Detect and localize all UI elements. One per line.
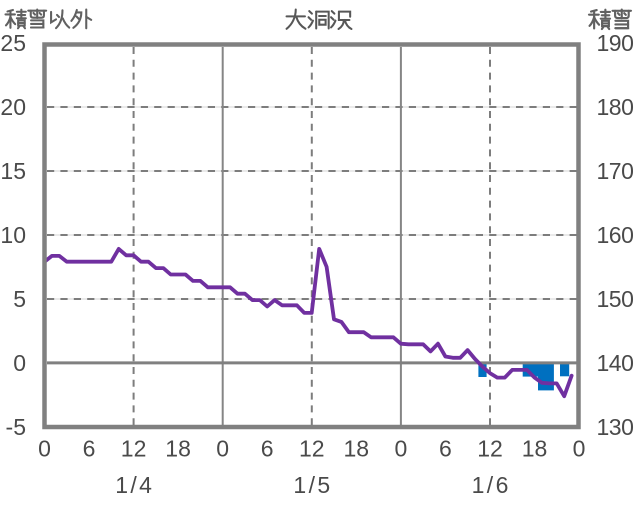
svg-text:20: 20 [0, 94, 26, 120]
svg-text:12: 12 [477, 436, 503, 462]
svg-text:12: 12 [299, 436, 325, 462]
svg-text:150: 150 [597, 286, 634, 312]
svg-text:5: 5 [13, 286, 26, 312]
svg-text:0: 0 [13, 350, 26, 376]
svg-text:18: 18 [165, 436, 191, 462]
svg-text:0: 0 [216, 436, 229, 462]
svg-text:180: 180 [597, 94, 634, 120]
svg-text:-5: -5 [6, 414, 26, 440]
svg-text:10: 10 [0, 222, 26, 248]
svg-text:0: 0 [38, 436, 51, 462]
svg-text:1/5: 1/5 [293, 472, 332, 498]
svg-text:190: 190 [597, 30, 634, 56]
svg-text:170: 170 [597, 158, 634, 184]
svg-text:6: 6 [83, 436, 96, 462]
svg-text:25: 25 [0, 30, 26, 56]
svg-text:15: 15 [0, 158, 26, 184]
svg-text:0: 0 [395, 436, 408, 462]
svg-text:1/4: 1/4 [115, 472, 154, 498]
svg-text:0: 0 [573, 436, 586, 462]
svg-text:18: 18 [344, 436, 370, 462]
svg-text:160: 160 [597, 222, 634, 248]
svg-text:130: 130 [597, 414, 634, 440]
svg-text:18: 18 [522, 436, 548, 462]
svg-text:6: 6 [261, 436, 274, 462]
svg-text:6: 6 [439, 436, 452, 462]
svg-text:140: 140 [597, 350, 634, 376]
svg-text:12: 12 [121, 436, 147, 462]
svg-text:1/6: 1/6 [472, 472, 511, 498]
